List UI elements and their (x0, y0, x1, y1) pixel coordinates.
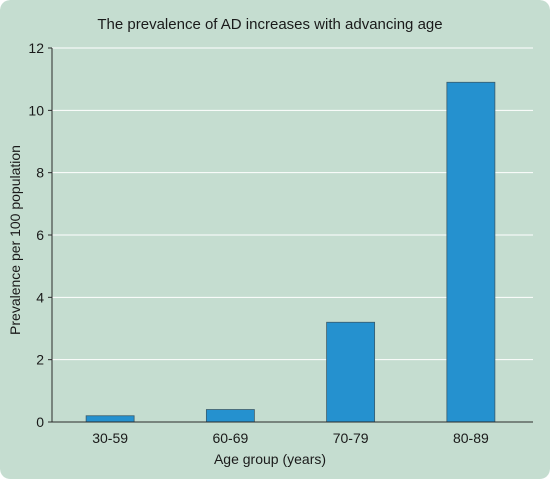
x-tick-label: 30-59 (92, 430, 128, 446)
x-tick-label: 60-69 (212, 430, 248, 446)
bar-80-89 (446, 81, 496, 423)
y-tick-labels: 0 2 4 6 8 10 12 (28, 40, 52, 430)
y-tick-label: 4 (36, 289, 44, 305)
bar-30-59 (85, 415, 135, 423)
chart-title: The prevalence of AD increases with adva… (97, 16, 442, 33)
x-tick-label: 70-79 (333, 430, 369, 446)
bar-70-79 (326, 321, 376, 423)
x-tick-labels: 30-59 60-69 70-79 80-89 (92, 430, 489, 446)
y-tick-label: 10 (28, 102, 44, 118)
y-tick-label: 12 (28, 40, 44, 56)
y-axis-label: Prevalence per 100 population (7, 145, 23, 335)
x-axis-label: Age group (years) (214, 451, 326, 467)
x-tick-label: 80-89 (453, 430, 489, 446)
y-tick-label: 6 (36, 227, 44, 243)
y-tick-label: 8 (36, 165, 44, 181)
y-tick-label: 0 (36, 414, 44, 430)
bar-60-69 (205, 409, 255, 423)
bars (85, 81, 496, 423)
y-tick-label: 2 (36, 352, 44, 368)
